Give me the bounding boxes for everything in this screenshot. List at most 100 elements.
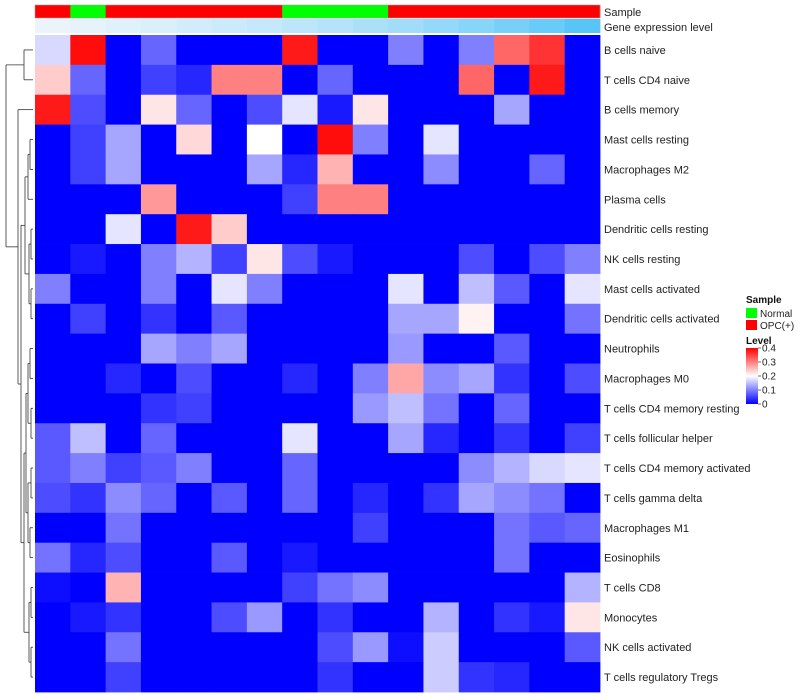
expression-track-cell	[388, 19, 424, 33]
row-label: T cells regulatory Tregs	[604, 672, 719, 684]
heatmap-cell	[140, 632, 177, 663]
heatmap-cell	[529, 363, 566, 394]
heatmap-cell	[211, 662, 248, 693]
row-label: Neutrophils	[604, 344, 660, 356]
heatmap-cell	[176, 453, 212, 484]
heatmap-cell	[140, 363, 177, 394]
heatmap-cell	[246, 124, 283, 155]
heatmap-cell	[246, 393, 283, 424]
heatmap-cell	[176, 273, 212, 305]
heatmap-cell	[176, 363, 212, 394]
heatmap-cell	[246, 333, 283, 364]
row-label: Macrophages M1	[604, 523, 689, 535]
heatmap-cell	[246, 214, 283, 245]
heatmap-cell	[70, 124, 107, 155]
heatmap-cell	[564, 214, 601, 245]
heatmap-cell	[564, 244, 601, 275]
heatmap-cell	[176, 333, 212, 364]
row-label: B cells naive	[604, 45, 666, 57]
heatmap-cell	[529, 154, 566, 185]
heatmap-cell	[246, 423, 283, 454]
heatmap-cell	[529, 124, 566, 155]
heatmap-cell	[494, 124, 530, 155]
heatmap-cell	[317, 94, 354, 125]
heatmap-cell	[70, 35, 107, 66]
legend-level-colorbar	[746, 348, 758, 404]
heatmap-cell	[282, 124, 318, 155]
expression-track-cell	[352, 19, 389, 33]
heatmap-cell	[317, 602, 354, 633]
expression-track-cell	[564, 19, 601, 33]
heatmap-cell	[211, 423, 248, 454]
heatmap-cell	[494, 303, 530, 335]
heatmap-cell	[70, 94, 107, 125]
heatmap-cell	[176, 572, 212, 603]
heatmap-cell	[35, 214, 71, 245]
heatmap-cell	[529, 423, 566, 454]
heatmap-cell	[317, 273, 354, 305]
heatmap-cell	[564, 333, 601, 364]
heatmap-cell	[317, 453, 354, 484]
heatmap-cell	[564, 572, 601, 603]
heatmap-cell	[529, 244, 566, 275]
heatmap-cell	[494, 423, 530, 454]
heatmap-cell	[246, 542, 283, 573]
heatmap-cell	[211, 64, 248, 96]
heatmap-cell	[529, 214, 566, 245]
heatmap-cell	[388, 542, 424, 573]
heatmap-cell	[423, 572, 460, 603]
heatmap-cell	[317, 214, 354, 245]
heatmap-cell	[246, 273, 283, 305]
heatmap-cell	[176, 64, 212, 96]
heatmap-cell	[140, 512, 177, 544]
legend-swatch	[746, 320, 757, 330]
heatmap-cell	[282, 184, 318, 215]
heatmap-cell	[388, 333, 424, 364]
heatmap-cell	[105, 602, 142, 633]
legend-tick-label: 0.3	[762, 358, 776, 369]
heatmap-cell	[176, 124, 212, 155]
heatmap-cell	[140, 572, 177, 603]
heatmap-cell	[352, 512, 389, 544]
heatmap-cell	[282, 64, 318, 96]
heatmap-cell	[564, 423, 601, 454]
heatmap-cell	[140, 184, 177, 215]
heatmap-cell	[140, 214, 177, 245]
heatmap-cell	[35, 94, 71, 125]
legend-swatch	[746, 308, 757, 318]
heatmap-cell	[352, 333, 389, 364]
heatmap-cell	[35, 124, 71, 155]
sample-track-cell	[352, 5, 389, 18]
heatmap-cell	[176, 393, 212, 424]
sample-track-cell	[35, 5, 71, 18]
heatmap-cell	[352, 214, 389, 245]
heatmap-cell	[176, 184, 212, 215]
heatmap-cell	[317, 393, 354, 424]
heatmap-cell	[317, 333, 354, 364]
sample-track-cell	[176, 5, 212, 18]
heatmap-cell	[282, 423, 318, 454]
heatmap-cell	[458, 244, 495, 275]
row-label: NK cells resting	[604, 254, 680, 266]
heatmap-cell	[458, 35, 495, 66]
row-label: T cells CD4 memory resting	[604, 403, 740, 415]
heatmap-cell	[529, 393, 566, 424]
heatmap-cell	[35, 512, 71, 544]
heatmap-cell	[564, 393, 601, 424]
heatmap-cell	[140, 602, 177, 633]
heatmap-cell	[35, 333, 71, 364]
heatmap-cell	[564, 64, 601, 96]
heatmap-cell	[423, 154, 460, 185]
row-label: T cells gamma delta	[604, 493, 703, 505]
heatmap-cell	[388, 423, 424, 454]
heatmap-cell	[140, 64, 177, 96]
row-label: B cells memory	[604, 105, 680, 117]
heatmap-cell	[176, 244, 212, 275]
heatmap-cell	[529, 94, 566, 125]
heatmap-cell	[458, 303, 495, 335]
heatmap-cell	[105, 64, 142, 96]
row-label: Dendritic cells activated	[604, 314, 720, 326]
heatmap-cell	[176, 602, 212, 633]
heatmap-cell	[564, 662, 601, 693]
heatmap-cell	[105, 273, 142, 305]
